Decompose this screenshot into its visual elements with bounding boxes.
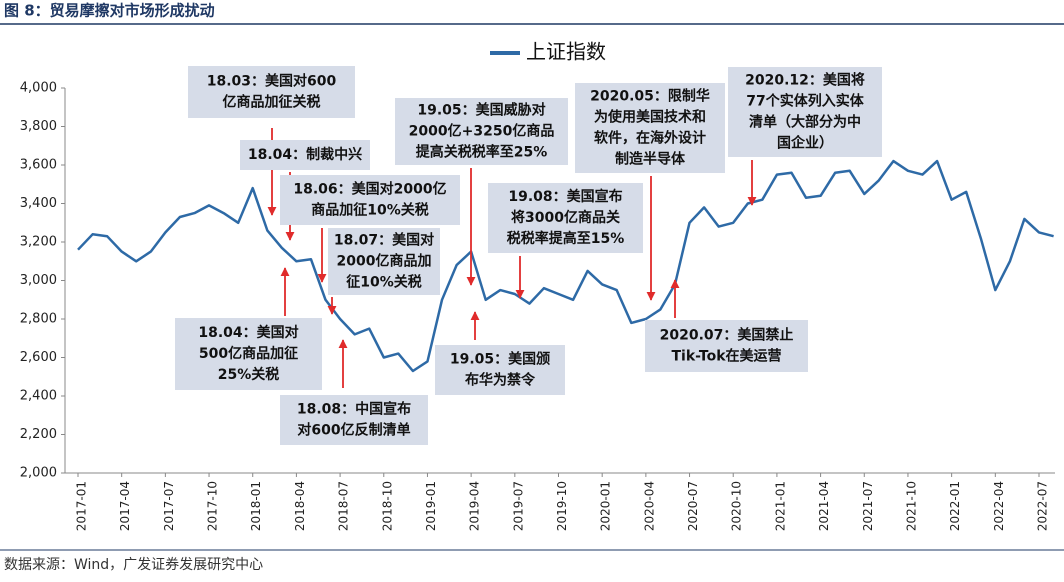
annotation-text: 商品加征10%关税 bbox=[311, 202, 429, 219]
annotation-text: 19.08：美国宣布 bbox=[508, 188, 622, 205]
annotation-text: 18.07：美国对 bbox=[334, 232, 434, 249]
annotation-box bbox=[645, 320, 808, 372]
annotation-box bbox=[175, 318, 322, 390]
y-tick-label: 2,800 bbox=[20, 312, 57, 327]
y-tick-label: 3,600 bbox=[20, 158, 57, 173]
y-tick-label: 2,400 bbox=[20, 389, 57, 404]
x-tick-label: 2022-01 bbox=[948, 481, 962, 531]
y-tick-label: 2,600 bbox=[20, 350, 57, 365]
x-tick-label: 2018-04 bbox=[293, 481, 307, 531]
annotation-text: 对600亿反制清单 bbox=[297, 422, 410, 439]
annotation-text: 2020.12：美国将 bbox=[745, 72, 865, 89]
x-tick-label: 2019-04 bbox=[468, 481, 482, 531]
annotation-box bbox=[328, 228, 440, 295]
x-tick-label: 2021-10 bbox=[904, 481, 918, 531]
annotation-text: 将3000亿商品关 bbox=[511, 209, 620, 226]
annotation-text: Tik-Tok在美运营 bbox=[671, 348, 781, 365]
legend-label: 上证指数 bbox=[526, 40, 606, 64]
x-tick-label: 2019-01 bbox=[424, 481, 438, 531]
annotation-text: 为使用美国技术和 bbox=[594, 109, 706, 126]
annotation-box bbox=[188, 66, 355, 118]
annotation-box bbox=[488, 183, 643, 253]
y-tick-label: 3,800 bbox=[20, 119, 57, 134]
annotation-text: 18.04：制裁中兴 bbox=[248, 146, 362, 163]
x-tick-label: 2018-10 bbox=[380, 481, 394, 531]
annotation-text: 亿商品加征关税 bbox=[223, 94, 321, 111]
annotation-box bbox=[395, 98, 568, 165]
annotation-text: 提高关税税率至25% bbox=[416, 144, 548, 161]
source: 数据来源：Wind，广发证券发展研究中心 bbox=[4, 557, 263, 573]
x-tick-label: 2017-10 bbox=[206, 481, 220, 531]
x-tick-label: 2018-01 bbox=[249, 481, 263, 531]
y-tick-label: 3,200 bbox=[20, 235, 57, 250]
annotation-text: 18.04：美国对 bbox=[198, 324, 298, 341]
annotation-text: 国企业） bbox=[777, 135, 833, 152]
x-tick-label: 2020-07 bbox=[686, 481, 700, 531]
annotation-text: 2000亿商品加 bbox=[337, 253, 432, 270]
y-tick-label: 3,000 bbox=[20, 273, 57, 288]
annotation-text: 77个实体列入实体 bbox=[746, 93, 864, 110]
annotation-text: 制造半导体 bbox=[615, 151, 686, 168]
annotation-box bbox=[240, 140, 370, 170]
x-tick-label: 2017-01 bbox=[75, 481, 89, 531]
annotation-box bbox=[280, 395, 428, 445]
annotation-text: 18.06：美国对2000亿 bbox=[293, 181, 446, 198]
x-tick-label: 2020-04 bbox=[642, 481, 656, 531]
annotation-text: 布华为禁令 bbox=[465, 372, 536, 389]
annotation-box bbox=[575, 83, 725, 173]
x-tick-label: 2021-01 bbox=[773, 481, 787, 531]
annotation-text: 2020.05：限制华 bbox=[590, 88, 710, 105]
annotation-text: 25%关税 bbox=[218, 366, 280, 383]
annotation-box bbox=[435, 345, 565, 395]
annotation-text: 税税率提高至15% bbox=[507, 230, 625, 247]
x-tick-label: 2017-07 bbox=[162, 481, 176, 531]
annotation-text: 19.05：美国颁 bbox=[450, 351, 550, 368]
x-tick-label: 2022-07 bbox=[1036, 481, 1050, 531]
annotation-box bbox=[280, 175, 460, 225]
annotation-text: 19.05：美国威胁对 bbox=[417, 102, 545, 119]
annotation-text: 18.08：中国宣布 bbox=[297, 401, 411, 418]
x-tick-label: 2018-07 bbox=[337, 481, 351, 531]
annotation-text: 2000亿+3250亿商品 bbox=[409, 123, 555, 140]
x-tick-label: 2020-10 bbox=[730, 481, 744, 531]
annotation-text: 18.03：美国对600 bbox=[207, 73, 337, 90]
x-tick-label: 2022-04 bbox=[992, 481, 1006, 531]
annotation-text: 征10%关税 bbox=[346, 274, 422, 291]
y-tick-label: 4,000 bbox=[20, 81, 57, 96]
x-tick-label: 2017-04 bbox=[118, 481, 132, 531]
y-tick-label: 3,400 bbox=[20, 196, 57, 211]
annotation-text: 清单（大部分为中 bbox=[749, 114, 861, 131]
chart-title: 图 8：贸易摩擦对市场形成扰动 bbox=[4, 2, 215, 20]
y-tick-label: 2,000 bbox=[20, 466, 57, 481]
x-tick-label: 2019-07 bbox=[511, 481, 525, 531]
x-tick-label: 2020-01 bbox=[599, 481, 613, 531]
x-tick-label: 2021-04 bbox=[817, 481, 831, 531]
annotation-text: 2020.07：美国禁止 bbox=[660, 327, 794, 344]
x-tick-label: 2021-07 bbox=[861, 481, 875, 531]
y-tick-label: 2,200 bbox=[20, 427, 57, 442]
annotation-text: 软件，在海外设计 bbox=[594, 130, 706, 147]
annotation-text: 500亿商品加征 bbox=[199, 345, 298, 362]
series-line bbox=[77, 159, 1054, 373]
x-tick-label: 2019-10 bbox=[555, 481, 569, 531]
annotation-box bbox=[728, 67, 882, 157]
